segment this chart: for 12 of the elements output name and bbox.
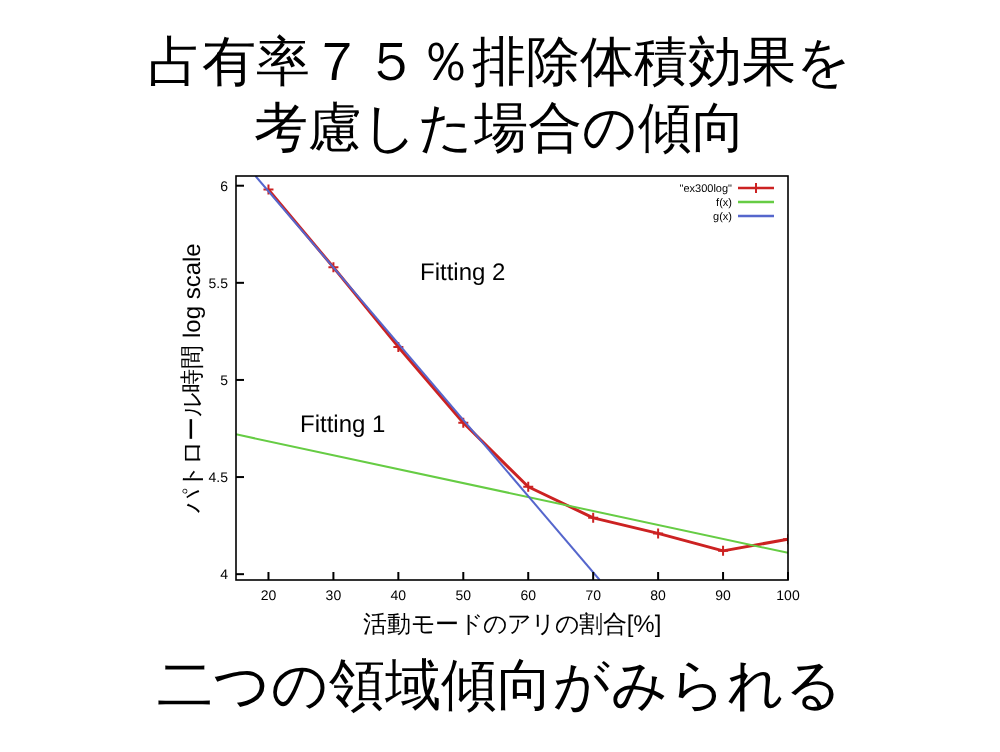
annotation: Fitting 2 bbox=[420, 258, 507, 286]
point bbox=[457, 416, 470, 429]
point bbox=[522, 480, 535, 493]
point bbox=[717, 544, 730, 557]
chart-title: 占有率７５％排除体積効果を考慮した場合の傾向 bbox=[148, 32, 852, 158]
y-axis-title: パトロール時間 log scale bbox=[178, 242, 206, 515]
point bbox=[652, 527, 665, 540]
text: 二つの領域傾向がみられる bbox=[157, 654, 843, 716]
point bbox=[327, 261, 340, 274]
annotation: Fitting 1 bbox=[300, 410, 387, 438]
point bbox=[587, 511, 600, 524]
x-axis-title: 活動モードのアリの割合[%] bbox=[362, 610, 662, 638]
